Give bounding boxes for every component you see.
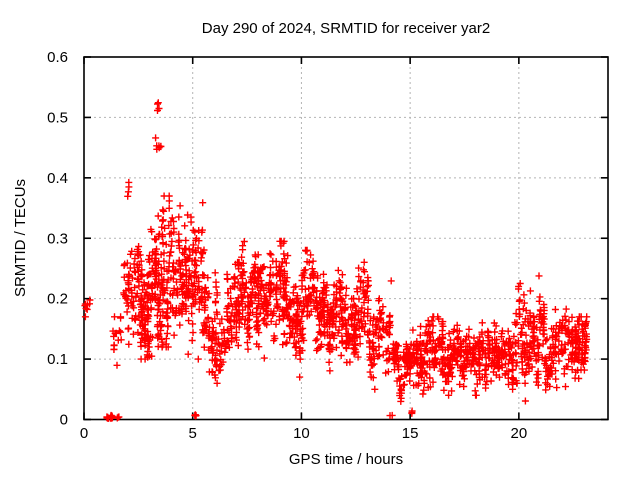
- x-tick-label: 0: [80, 425, 88, 442]
- x-tick-label: 5: [189, 425, 197, 442]
- x-tick-labels: 0 5 10 15 20: [80, 425, 527, 442]
- y-tick-label: 0.1: [47, 351, 68, 368]
- x-tick-label: 15: [402, 425, 419, 442]
- y-tick-label: 0.5: [47, 109, 68, 126]
- y-tick-label: 0: [60, 412, 68, 429]
- x-axis-label: GPS time / hours: [289, 451, 403, 468]
- x-tick-label: 10: [293, 425, 310, 442]
- y-tick-label: 0.3: [47, 230, 68, 247]
- data-points: [81, 99, 591, 422]
- y-tick-label: 0.2: [47, 291, 68, 308]
- y-axis-label: SRMTID / TECUs: [12, 179, 29, 297]
- chart-title: Day 290 of 2024, SRMTID for receiver yar…: [202, 20, 490, 37]
- gridlines: [84, 57, 608, 420]
- y-tick-label: 0.6: [47, 49, 68, 66]
- y-tick-label: 0.4: [47, 170, 68, 187]
- axis-ticks: [83, 56, 608, 421]
- x-tick-label: 20: [511, 425, 528, 442]
- y-tick-labels: 0 0.1 0.2 0.3 0.4 0.5 0.6: [47, 49, 68, 429]
